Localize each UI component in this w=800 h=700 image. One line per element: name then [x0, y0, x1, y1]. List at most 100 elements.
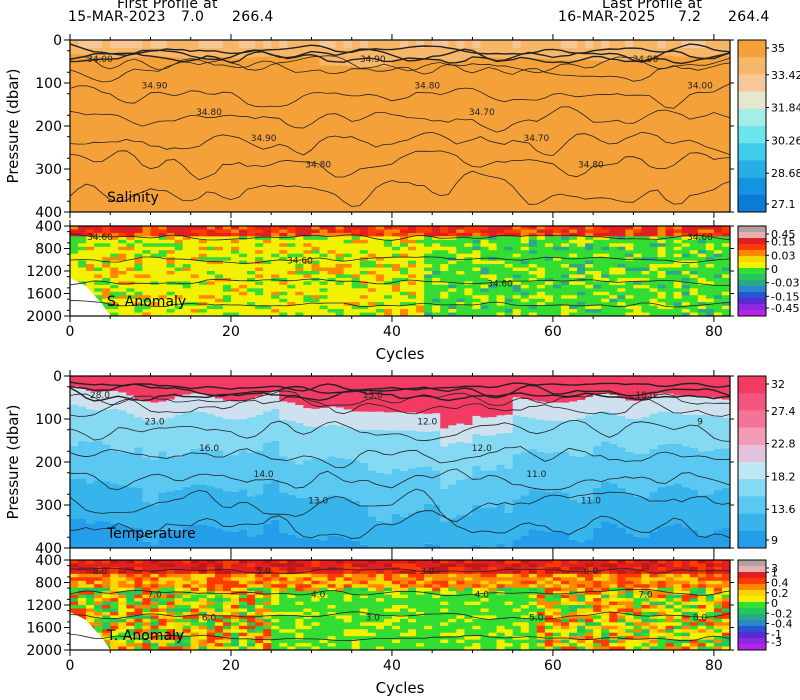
contour-label: 5.0: [256, 567, 271, 577]
colorbar-swatch: [738, 126, 766, 144]
colorbar-label: 0.03: [771, 249, 796, 262]
colorbar-frame: [737, 39, 767, 213]
colorbar-swatch: [738, 614, 766, 621]
colorbar-swatch: [738, 479, 766, 497]
contour-label: 34.70: [523, 134, 549, 144]
colorbar-swatch: [738, 256, 766, 263]
x-tick-label: 0: [66, 658, 75, 674]
y-tick-label: 0: [53, 369, 62, 385]
colorbar-label: 3: [771, 562, 778, 575]
colorbar-swatch: [738, 608, 766, 615]
colorbar-label: 1: [771, 566, 778, 579]
colorbar-swatch: [738, 226, 766, 233]
colorbar-label: 27.1: [771, 198, 796, 211]
colorbar-swatch: [738, 274, 766, 281]
panel-title: Temperature: [106, 526, 196, 542]
colorbar-label: 22.8: [771, 438, 796, 451]
contour-label: 7.0: [638, 590, 653, 600]
contour-line: [69, 278, 731, 286]
contour-label: 28.0: [90, 391, 110, 401]
colorbar-label: -1: [771, 628, 782, 641]
first-profile-title: First Profile at: [117, 0, 218, 12]
contour-label: 6.0: [202, 614, 217, 624]
colorbar-label: -0.15: [771, 290, 799, 303]
panel-title: S. Anomaly: [107, 294, 186, 310]
panel-t-anomaly: 8.07.06.05.04.03.03.04.05.06.07.08.04008…: [26, 553, 792, 697]
colorbar-label: 0: [771, 263, 778, 276]
colorbar-swatch: [738, 462, 766, 480]
contour-label: 34.00: [87, 55, 113, 65]
y-tick-label: 400: [35, 553, 62, 569]
colorbar-swatch: [738, 632, 766, 639]
x-tick-label: 40: [383, 658, 401, 674]
colorbar-label: 13.6: [771, 503, 796, 516]
first-profile-lon: 266.4: [232, 9, 274, 25]
colorbar-swatch: [738, 298, 766, 305]
contour-label: 8.0: [693, 614, 708, 624]
contour-line: [69, 446, 731, 469]
contour-label: 34.80: [578, 161, 604, 171]
contour-line: [69, 43, 731, 57]
colorbar-swatch: [738, 250, 766, 257]
colorbar-label: 27.4: [771, 405, 796, 418]
colorbar-swatch: [738, 410, 766, 428]
contour-line: [69, 396, 731, 417]
y-tick-label: 800: [35, 242, 62, 258]
panel-s-anomaly: 34.6034.6034.6034.60400800120016002000S.…: [26, 219, 799, 363]
y-tick-label: 1200: [26, 264, 62, 280]
y-tick-label: 2000: [26, 309, 62, 325]
colorbar-swatch: [738, 194, 766, 213]
contour-label: 3.0: [420, 567, 435, 577]
contour-label: 12.0: [417, 417, 437, 427]
colorbar-label: 35: [771, 42, 785, 55]
contour-label: 34.70: [469, 108, 495, 118]
colorbar-swatch: [738, 566, 766, 573]
contour-label: 34.60: [87, 233, 113, 243]
x-tick-label: 20: [222, 324, 240, 340]
contour-line: [69, 83, 731, 109]
y-tick-label: 100: [35, 412, 62, 428]
colorbar-label: 0.45: [771, 228, 796, 241]
contour-label: 14.0: [254, 470, 274, 480]
x-tick-label: 40: [383, 324, 401, 340]
colorbar-frame: [737, 225, 767, 317]
colorbar-label: 28.68: [771, 167, 800, 180]
contour-label: 34.60: [687, 233, 713, 243]
panel-title: Salinity: [107, 190, 159, 206]
contour-label: 6.0: [584, 567, 599, 577]
x-tick-label: 0: [66, 324, 75, 340]
x-tick-label: 80: [705, 658, 723, 674]
y-tick-label: 200: [35, 455, 62, 471]
y-axis-label: Pressure (dbar): [4, 69, 22, 184]
colorbar-swatch: [738, 286, 766, 293]
colorbar-label: -0.45: [771, 302, 799, 315]
colorbar-label: 0.2: [771, 587, 789, 600]
first-profile-lat: 7.0: [181, 9, 205, 25]
colorbar-swatch: [738, 268, 766, 275]
colorbar-swatch: [738, 590, 766, 597]
last-profile-title: Last Profile at: [602, 0, 703, 12]
last-profile-lat: 7.2: [678, 9, 702, 25]
contour-label: 10.0: [635, 391, 655, 401]
colorbar-label: -0.03: [771, 277, 799, 290]
contour-line: [69, 256, 731, 264]
x-axis-label: Cycles: [376, 679, 425, 697]
contour-label: 7.0: [147, 590, 162, 600]
colorbar-label: -0.2: [771, 607, 792, 620]
contour-line: [69, 58, 731, 83]
last-profile-lon: 264.4: [728, 9, 770, 25]
y-tick-label: 400: [35, 219, 62, 235]
colorbar-swatch: [738, 108, 766, 127]
contour-label: 34.60: [487, 280, 513, 290]
contour-line: [69, 131, 731, 156]
panel-title: T. Anomaly: [106, 628, 184, 644]
y-tick-label: 300: [35, 498, 62, 514]
y-tick-label: 200: [35, 119, 62, 135]
colorbar-frame: [737, 559, 767, 651]
colorbar-swatch: [738, 560, 766, 567]
contour-label: 34.00: [687, 81, 713, 91]
contour-line: [69, 588, 731, 597]
colorbar-swatch: [738, 91, 766, 110]
colorbar-swatch: [738, 177, 766, 196]
